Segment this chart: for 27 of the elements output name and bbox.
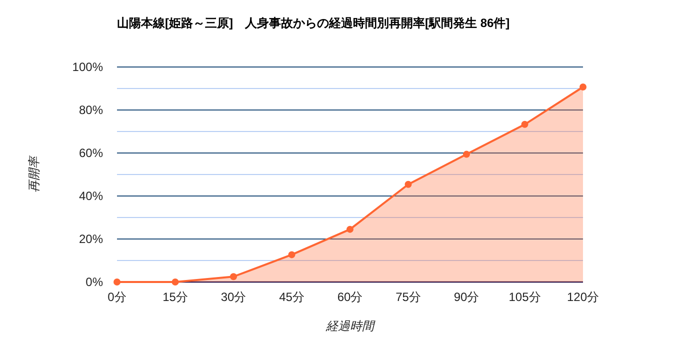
x-tick-label: 45分 [279,290,304,304]
x-tick-label: 75分 [396,290,421,304]
x-axis-title: 経過時間 [325,319,376,333]
x-tick-label: 0分 [108,290,126,304]
y-tick-label: 60% [78,146,104,160]
y-tick-label: 40% [78,189,104,203]
x-tick-label: 120分 [566,290,600,304]
point [230,273,237,280]
point [404,180,412,188]
point [521,120,528,128]
point [172,278,179,286]
x-tick-label: 90分 [454,290,480,304]
y-tick-label: 80% [78,103,104,117]
y-tick-label: 100% [72,60,104,74]
chart-title: 山陽本線[姫路～三原] 人身事故からの経過時間別再開率[駅間発生 86件] [117,16,510,30]
point [288,251,296,258]
point [346,226,354,233]
y-tick-label: 0% [86,275,104,289]
y-axis-title: 再開率 [27,154,41,192]
x-tick-label: 60分 [337,290,363,304]
x-tick-label: 30分 [220,290,246,304]
y-tick-label: 20% [78,232,104,246]
x-tick-label: 15分 [162,290,188,304]
point [580,83,586,90]
point [463,150,470,158]
point [114,278,120,286]
x-tick-label: 105分 [508,290,541,304]
